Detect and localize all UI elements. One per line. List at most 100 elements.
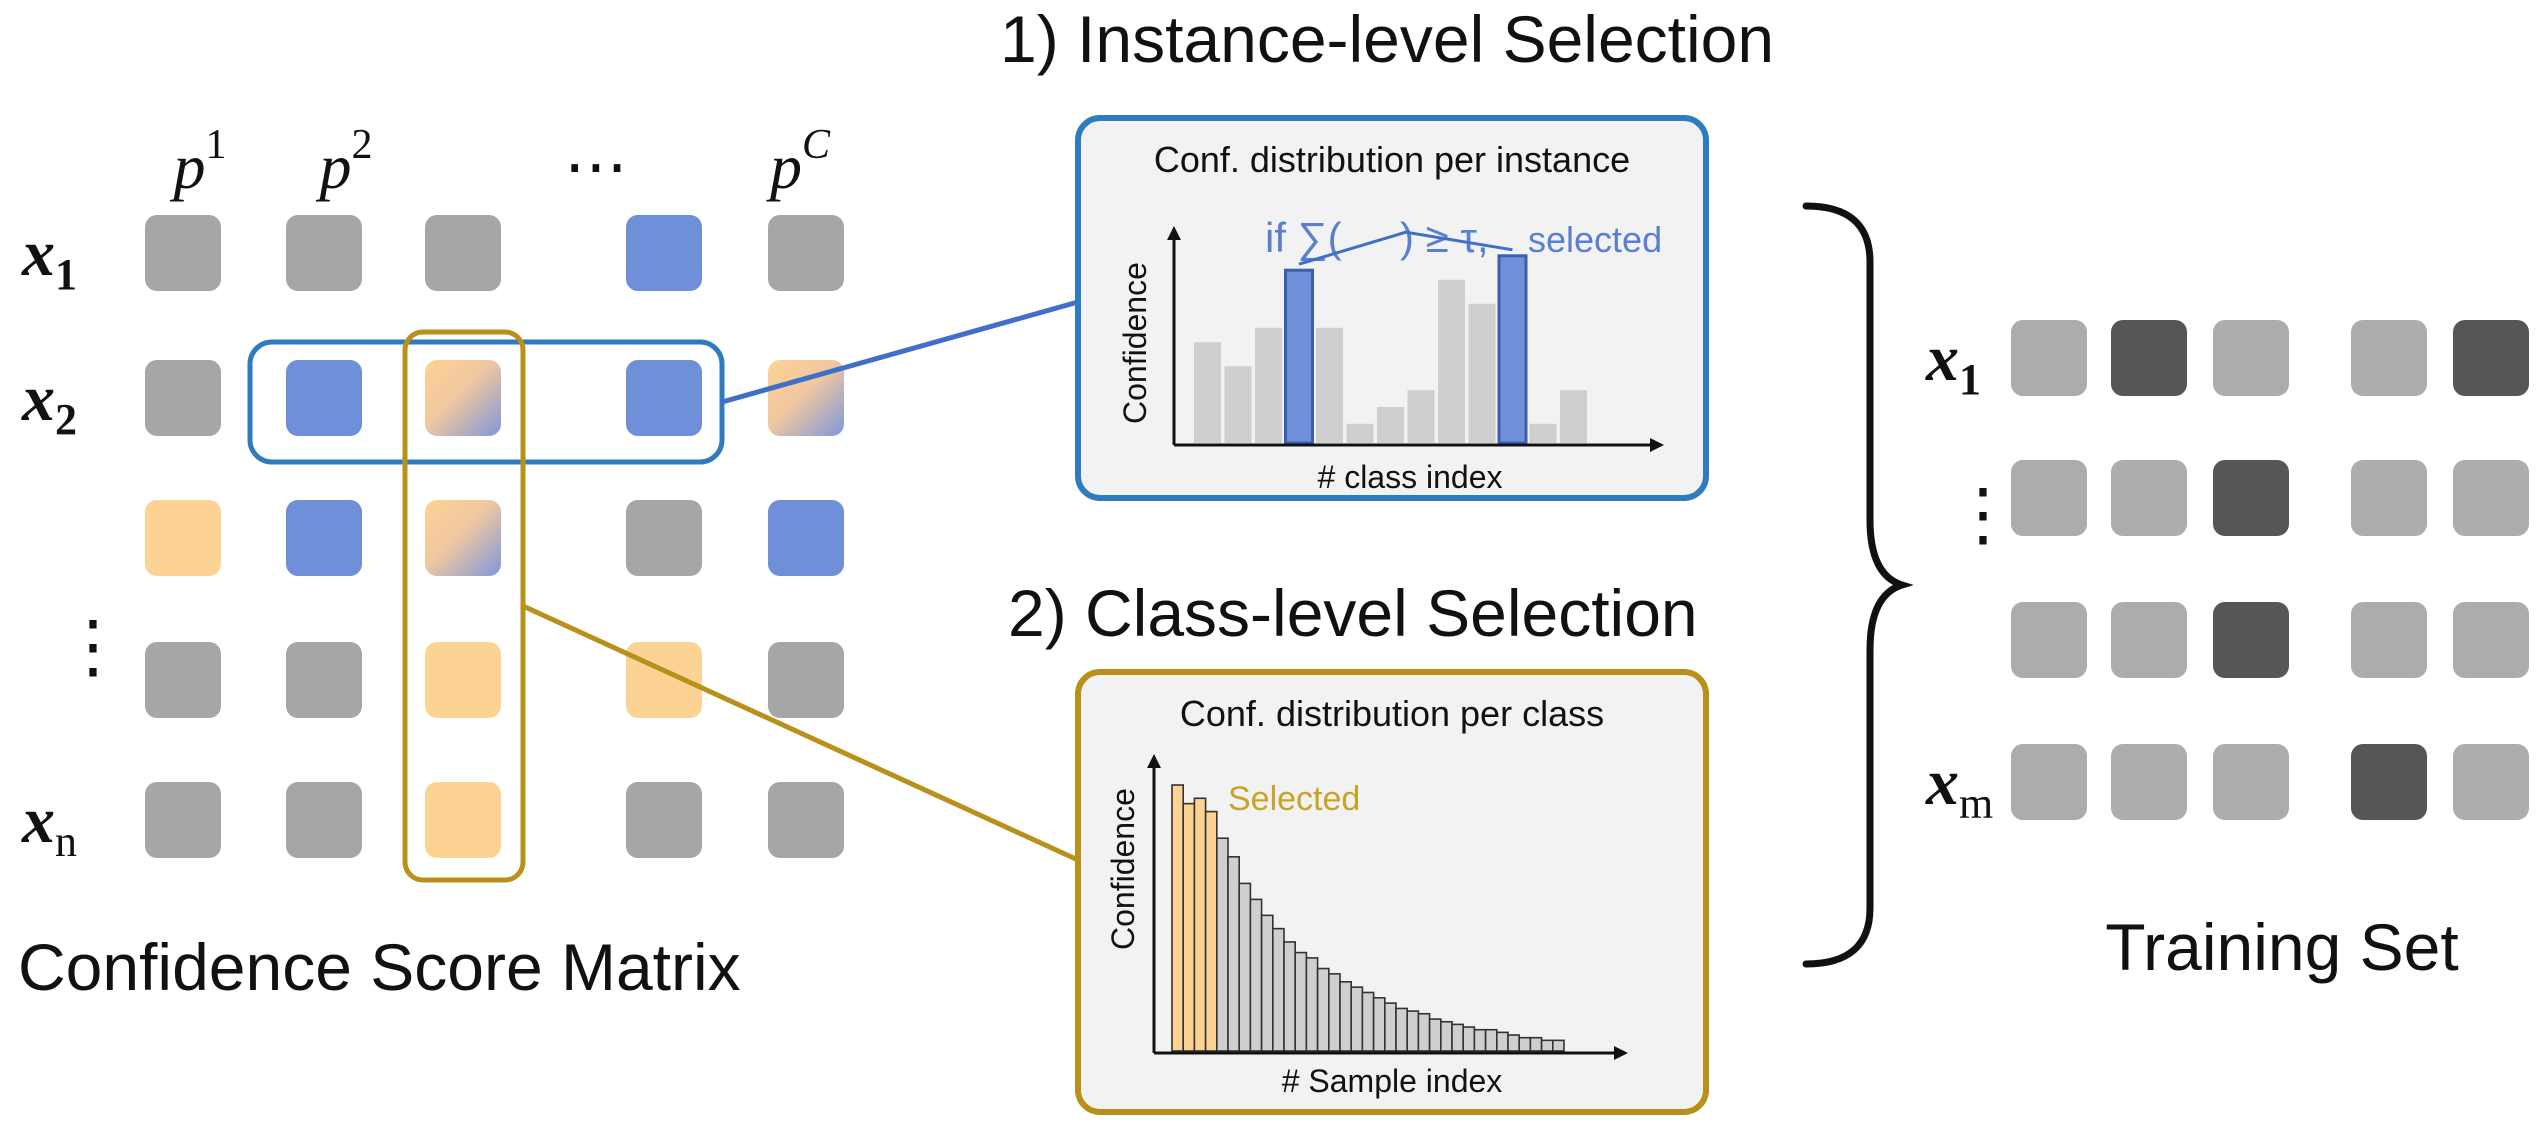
- selected-bar: [1193, 797, 1207, 1052]
- instance-bar-chart: [1194, 254, 1587, 445]
- training-cell: [2213, 460, 2289, 536]
- bar: [1468, 303, 1496, 443]
- training-row-label: ⋮: [1948, 477, 2018, 554]
- matrix-cell: [425, 782, 501, 858]
- matrix-cell: [626, 500, 702, 576]
- training-cell: [2351, 602, 2427, 678]
- matrix-cell: [626, 782, 702, 858]
- training-cell: [2011, 320, 2087, 396]
- instance-ylabel: Confidence: [1117, 262, 1153, 424]
- bar: [1316, 327, 1343, 443]
- instance-x-arrow: [1650, 438, 1664, 452]
- column-header: p2: [316, 122, 373, 202]
- bar: [1194, 342, 1221, 443]
- bar: [1462, 1026, 1476, 1052]
- training-cell: [2351, 320, 2427, 396]
- instance-heading: 1) Instance-level Selection: [1000, 2, 1774, 76]
- instance-panel-title: Conf. distribution per instance: [1154, 139, 1630, 180]
- training-row-label: xm: [1925, 746, 1993, 828]
- bar: [1227, 856, 1240, 1052]
- training-cell: [2111, 460, 2187, 536]
- matrix-row-label: xn: [21, 784, 77, 866]
- curly-brace: [1802, 202, 1914, 968]
- training-cell: [2213, 744, 2289, 820]
- training-title: Training Set: [2105, 910, 2458, 984]
- matrix-cell: [286, 500, 362, 576]
- bar: [1249, 898, 1263, 1052]
- matrix-cell: [626, 360, 702, 436]
- bar: [1350, 986, 1364, 1052]
- matrix-row-label: ⋮: [58, 609, 128, 686]
- class-bar-chart: [1171, 784, 1565, 1052]
- bar: [1529, 423, 1557, 443]
- matrix-cell: [768, 500, 844, 576]
- class-heading: 2) Class-level Selection: [1008, 576, 1698, 650]
- matrix-cell: [145, 642, 221, 718]
- class-panel: Conf. distribution per class Selected Co…: [1075, 669, 1709, 1115]
- bar: [1316, 967, 1330, 1052]
- column-header: pC: [766, 122, 831, 202]
- matrix-cell: [145, 360, 221, 436]
- matrix-cell: [626, 215, 702, 291]
- matrix-cell: [286, 782, 362, 858]
- bar: [1255, 327, 1282, 443]
- bar: [1372, 996, 1386, 1052]
- matrix-title: Confidence Score Matrix: [18, 930, 741, 1004]
- training-cell: [2213, 602, 2289, 678]
- highlighted-bar: [1497, 254, 1528, 445]
- bar: [1438, 279, 1465, 443]
- bar: [1407, 390, 1435, 443]
- bar: [1560, 390, 1587, 443]
- training-cell: [2453, 460, 2529, 536]
- matrix-cell: [286, 360, 362, 436]
- highlighted-bar: [1284, 268, 1314, 445]
- bar: [1428, 1018, 1442, 1052]
- training-cell: [2453, 320, 2529, 396]
- bar: [1294, 951, 1308, 1052]
- training-cell: [2011, 744, 2087, 820]
- bar: [1417, 1012, 1431, 1052]
- training-cell: [2111, 744, 2187, 820]
- bar: [1328, 973, 1341, 1052]
- bar: [1406, 1010, 1420, 1052]
- training-set-grid: [2011, 320, 2529, 820]
- column-header: ⋯: [564, 130, 628, 202]
- training-cell: [2453, 744, 2529, 820]
- bar: [1260, 914, 1274, 1052]
- matrix-cell: [768, 215, 844, 291]
- matrix-cell: [768, 360, 844, 436]
- matrix-column-headers: p1 p2 ⋯ pC: [170, 122, 831, 202]
- confidence-score-matrix: [145, 215, 844, 858]
- column-header: p1: [170, 122, 227, 202]
- class-ylabel: Confidence: [1105, 788, 1141, 950]
- training-cell: [2111, 602, 2187, 678]
- bar: [1529, 1036, 1543, 1052]
- matrix-cell: [425, 215, 501, 291]
- instance-sum-bracket: [1298, 230, 1513, 266]
- bar: [1496, 1031, 1509, 1052]
- training-cell: [2453, 602, 2529, 678]
- matrix-cell: [425, 360, 501, 436]
- training-cell: [2351, 460, 2427, 536]
- instance-panel: Conf. distribution per instance if ∑( ) …: [1075, 115, 1709, 501]
- bar: [1216, 837, 1229, 1052]
- class-xlabel: # Sample index: [1282, 1063, 1503, 1099]
- training-cell: [2213, 320, 2289, 396]
- bar: [1283, 941, 1296, 1052]
- matrix-cell: [145, 500, 221, 576]
- matrix-cell: [768, 782, 844, 858]
- bar: [1395, 1007, 1408, 1052]
- matrix-row-labels: x1 x2 ⋮ xn: [21, 217, 128, 866]
- matrix-row-label: x1: [21, 217, 77, 299]
- training-cell: [2111, 320, 2187, 396]
- matrix-cell: [425, 642, 501, 718]
- bar: [1305, 957, 1319, 1052]
- instance-y-arrow: [1167, 226, 1181, 240]
- training-cell: [2351, 744, 2427, 820]
- training-row-labels: x1 ⋮ xm: [1925, 322, 2018, 828]
- bar: [1484, 1028, 1498, 1052]
- bar: [1451, 1023, 1464, 1052]
- bar: [1346, 423, 1374, 443]
- formula-selected: selected: [1528, 219, 1662, 260]
